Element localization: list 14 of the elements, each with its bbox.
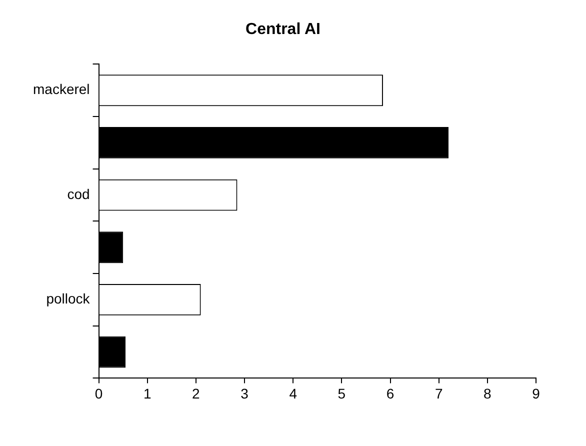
x-tick-label: 7 <box>434 385 443 402</box>
chart-title: Central AI <box>246 21 320 38</box>
y-tick-label: pollock <box>46 290 91 307</box>
y-tick-label: cod <box>67 186 90 202</box>
x-tick-label: 8 <box>484 385 492 402</box>
x-tick-label: 6 <box>386 385 394 402</box>
x-tick-label: 5 <box>338 385 346 402</box>
y-tick-label: mackerel <box>32 81 90 98</box>
x-tick-label: 4 <box>289 385 298 402</box>
x-tick-label: 1 <box>143 385 152 402</box>
x-tick-label: 9 <box>532 385 540 402</box>
x-tick-label: 2 <box>192 385 200 402</box>
x-tick-label: 0 <box>94 385 103 402</box>
x-tick-label: 3 <box>240 385 249 402</box>
